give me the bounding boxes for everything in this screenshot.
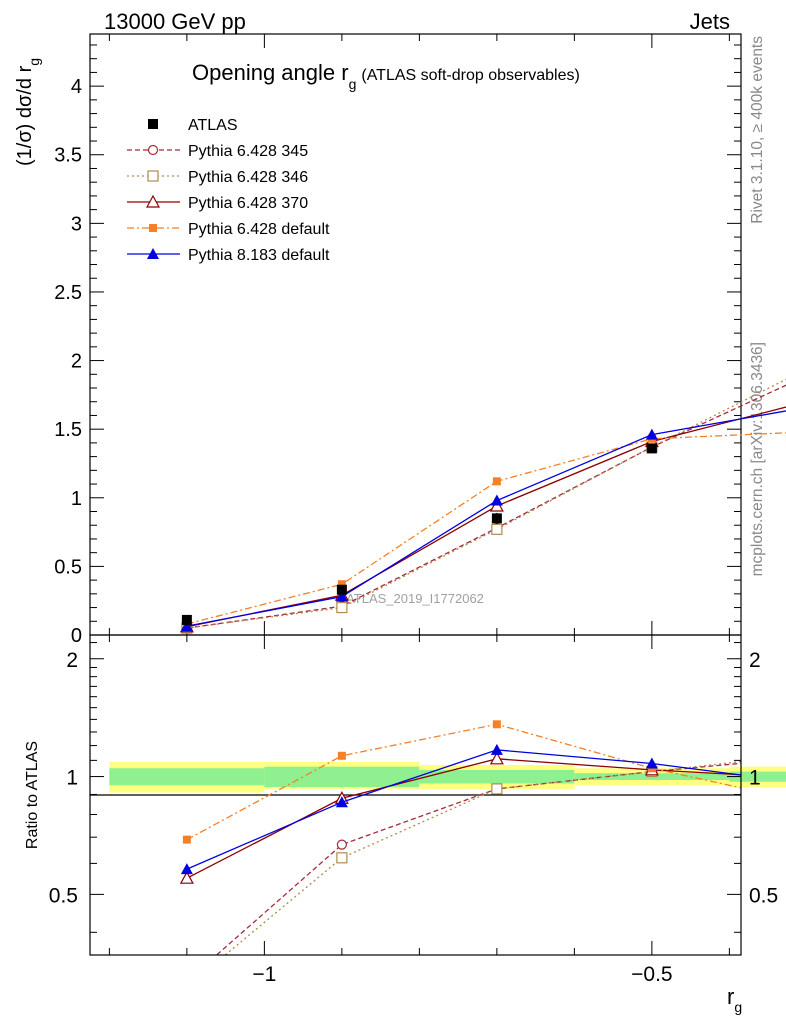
x-tick-label: −0.5 — [631, 963, 672, 986]
main-series-point — [490, 494, 503, 506]
legend-label: Pythia 6.428 370 — [188, 195, 308, 212]
ratio-y-tick-label-right: 1 — [749, 767, 761, 790]
ratio-series-point — [180, 863, 193, 875]
legend-marker — [147, 170, 159, 182]
plot-title-subscript: g — [349, 76, 357, 92]
legend-item: Pythia 6.428 370 — [127, 194, 308, 212]
main-series-line — [186, 384, 786, 629]
legend-item: ATLAS — [148, 117, 238, 134]
main-y-tick-label: 2 — [71, 351, 82, 373]
ratio-y-axis-label: Ratio to ATLAS — [24, 741, 41, 849]
main-y-tick-label: 1.5 — [54, 419, 82, 441]
main-y-tick-label: 0.5 — [54, 556, 82, 578]
legend-label: ATLAS — [188, 117, 238, 134]
ratio-band-inner — [264, 766, 420, 788]
ratio-series-line — [186, 723, 741, 841]
main-y-tick-label: 3.5 — [54, 145, 82, 167]
main-y-tick-label: 0 — [71, 625, 82, 647]
x-axis-label-text: r — [727, 984, 734, 1009]
x-tick-label: −1 — [252, 963, 276, 986]
header-left-title: 13000 GeV pp — [104, 9, 246, 34]
analysis-id-watermark: ATLAS_2019_I1772062 — [346, 591, 484, 606]
main-series-point — [492, 477, 501, 486]
main-series-line — [186, 406, 786, 628]
main-series-point — [336, 601, 348, 614]
data-point — [646, 443, 657, 454]
main-y-tick-label: 3 — [71, 213, 82, 235]
ratio-series-point — [645, 757, 658, 769]
ratio-series-line — [224, 760, 741, 955]
ratio-band-inner — [729, 771, 786, 782]
ratio-series-point — [335, 796, 348, 808]
main-series-line — [186, 378, 786, 629]
plot-title-suffix: (ATLAS soft-drop observables) — [361, 67, 579, 84]
main-series-line — [186, 432, 786, 625]
legend-label: Pythia 6.428 default — [188, 221, 330, 238]
main-series-point — [491, 523, 503, 535]
plot-title-main: Opening angle r — [192, 60, 349, 85]
legend-label: Pythia 6.428 346 — [188, 169, 308, 186]
ratio-series-point — [182, 835, 191, 844]
ratio-series-point — [336, 852, 348, 864]
legend-marker — [148, 119, 158, 129]
legend-marker — [145, 194, 161, 208]
legend-item: Pythia 8.183 default — [127, 247, 330, 264]
legend-marker — [147, 248, 159, 259]
legend-label: Pythia 6.428 345 — [188, 143, 308, 160]
ratio-series-line — [186, 758, 741, 879]
ratio-y-tick-label: 0.5 — [49, 884, 78, 907]
data-point — [491, 513, 502, 524]
data-point — [181, 614, 192, 625]
legend-marker — [147, 144, 159, 156]
data-point — [336, 584, 347, 595]
main-y-axis-label-sub: g — [26, 58, 42, 66]
main-y-tick-label: 1 — [71, 488, 82, 510]
ratio-band-inner — [109, 768, 265, 786]
main-y-tick-label: 2.5 — [54, 282, 82, 304]
ratio-series-point — [489, 751, 504, 765]
ratio-series-point — [492, 720, 501, 729]
ratio-series-point — [337, 751, 346, 760]
legend: ATLAS Pythia 6.428 345 Pythia 6.428 346 Pyt… — [127, 117, 330, 264]
header-right-title: Jets — [690, 9, 730, 34]
main-y-axis-label: (1/σ) dσ/d rg — [14, 58, 42, 166]
ratio-series-point — [490, 743, 503, 755]
main-series-point — [645, 428, 658, 440]
ratio-plot-frame — [89, 634, 742, 956]
main-plot-panel: 0 0.5 1 1.5 2 2.5 3 3.5 4 ATLAS_2019_I1772062 — [54, 33, 786, 647]
x-axis-label: rg — [727, 984, 742, 1015]
plot-title: Opening angle rg (ATLAS soft-drop observa… — [192, 60, 580, 92]
main-series-point — [337, 580, 346, 589]
ratio-y-tick-label: 2 — [66, 649, 78, 672]
ratio-band-inner — [419, 769, 575, 784]
main-y-tick-label: 4 — [71, 76, 82, 98]
legend-item: Pythia 6.428 346 — [127, 169, 308, 186]
main-series-line — [186, 410, 786, 627]
ratio-series-point — [491, 783, 503, 795]
legend-marker — [149, 224, 157, 232]
legend-item: Pythia 6.428 default — [127, 221, 330, 238]
ratio-y-tick-label-right: 2 — [749, 649, 761, 672]
main-series-point — [180, 620, 193, 632]
ratio-series-point — [179, 870, 194, 884]
ratio-series-line — [215, 762, 741, 955]
ratio-series-group — [179, 720, 741, 955]
ratio-y-tick-label: 1 — [66, 767, 78, 790]
x-axis-label-sub: g — [734, 999, 742, 1015]
rivet-side-label: Rivet 3.1.10, ≥ 400k events — [749, 36, 766, 224]
ratio-plot-panel: 0.5 0.5 1 1 2 2 −1 −0.5 — [49, 634, 786, 986]
mcplots-side-label: mcplots.cern.ch [arXiv:1306.3436] — [749, 342, 766, 576]
ratio-y-tick-label-right: 0.5 — [749, 884, 778, 907]
legend-label: Pythia 8.183 default — [188, 247, 330, 264]
legend-item: Pythia 6.428 345 — [127, 143, 308, 160]
ratio-series-line — [186, 749, 741, 870]
main-series-point — [335, 590, 348, 602]
ratio-series-point — [336, 839, 347, 850]
main-y-axis-label-text: (1/σ) dσ/d r — [14, 65, 36, 166]
